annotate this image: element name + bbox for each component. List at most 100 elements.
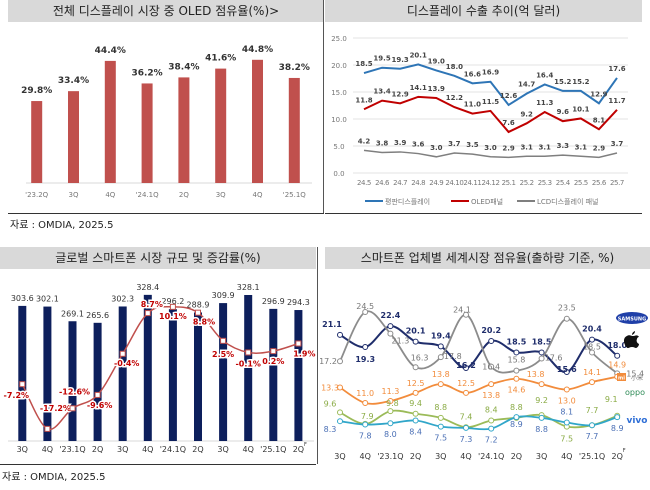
data-marker: [362, 309, 369, 315]
forecast-mark: F: [304, 442, 307, 448]
data-label: 15.2: [572, 78, 589, 86]
data-marker: [337, 358, 343, 365]
bar-value-label: 33.4%: [58, 76, 89, 86]
x-tick-label: 25.7: [610, 179, 624, 187]
x-tick-label: 3Q: [117, 445, 128, 454]
x-tick-label: 4Q: [42, 445, 53, 454]
legend-label: OLED패널: [471, 197, 503, 206]
data-label: 15.6: [557, 365, 577, 374]
x-tick-label: 24.7: [393, 179, 407, 187]
data-label: 3.1: [539, 143, 552, 151]
x-tick-label: 3Q: [17, 445, 28, 454]
bar: [168, 309, 177, 441]
data-label: 19.5: [373, 55, 390, 63]
data-marker: [563, 368, 570, 375]
divider: [8, 213, 324, 214]
legend-label: LCD디스플레이 패널: [537, 197, 598, 206]
data-marker: [463, 389, 469, 396]
data-label: 9.2: [535, 396, 548, 405]
data-label: 7.2: [485, 436, 498, 445]
y-tick-label: 15.0: [331, 89, 347, 97]
x-tick-label: '24.1Q: [136, 191, 160, 199]
source-note-top: 자료 : OMDIA, 2025.5: [10, 220, 114, 231]
x-tick-label: 25.3: [538, 179, 552, 187]
data-marker: [488, 363, 495, 370]
data-marker: [488, 425, 495, 432]
data-label: 13.8: [527, 370, 545, 379]
bar-value-label: 303.6: [11, 294, 34, 303]
growth-label: -7.2%: [4, 391, 30, 400]
data-label: 11.0: [356, 389, 374, 398]
smartphone-market-chart: 303.6 3Q 302.1 4Q 269.1 '23.1Q 265.6 2Q 302.3 3Q 3…: [2, 283, 317, 454]
samsung-logo-text: SAMSUNG: [618, 317, 646, 323]
data-label: 3.9: [394, 139, 407, 147]
bar: [141, 83, 153, 183]
data-label: 19.3: [355, 355, 375, 364]
data-label: 17.2: [319, 357, 337, 366]
data-label: 8.1: [560, 408, 573, 417]
bar-value-label: 44.8%: [242, 45, 273, 55]
data-marker: [463, 364, 469, 371]
data-marker: [362, 399, 369, 406]
data-label: 8.1: [593, 116, 606, 124]
bar-value-label: 302.1: [36, 295, 59, 304]
data-label: 9.6: [324, 399, 337, 408]
data-marker: [538, 381, 545, 388]
data-marker: [513, 414, 520, 421]
data-label: 19.3: [392, 56, 409, 64]
x-tick-label: 4Q: [105, 191, 115, 199]
data-label: 3.1: [575, 143, 588, 151]
data-marker: [387, 420, 394, 427]
growth-marker: [245, 349, 252, 356]
series-line-0: [363, 63, 618, 107]
bar-value-label: 309.9: [212, 291, 235, 300]
data-label: 10.1: [572, 105, 589, 113]
smartphone-market-title: 글로벌 스마트폰 시장 규모 및 증감률(%): [0, 247, 316, 269]
bar-value-label: 29.8%: [21, 86, 52, 96]
bar-value-label: 296.9: [262, 297, 285, 306]
bar: [294, 310, 303, 441]
growth-marker: [44, 425, 51, 432]
x-tick-label: 24.5: [357, 179, 371, 187]
data-marker: [362, 421, 369, 428]
display-export-chart: 0.0 5.0 10.0 15.0 20.0 25.0 24.5 24.6 24.7 24.8 24…: [331, 35, 628, 206]
data-label: 16.2: [456, 361, 476, 370]
growth-label: -17.2%: [40, 404, 71, 413]
bar-value-label: 44.4%: [95, 46, 126, 56]
data-label: 15.4: [626, 369, 644, 378]
data-marker: [513, 367, 520, 374]
bar-value-label: 296.2: [161, 297, 184, 306]
data-label: 21.3: [391, 337, 409, 346]
x-tick-label: '24.1Q: [160, 445, 186, 454]
data-label: 11.5: [482, 98, 499, 106]
data-marker: [387, 323, 394, 330]
data-label: 12.2: [446, 94, 463, 102]
divider: [0, 464, 316, 465]
bar-value-label: 302.3: [111, 294, 134, 303]
bar: [31, 101, 43, 183]
x-tick-label: '24.1Q: [478, 452, 504, 461]
y-tick-label: 25.0: [331, 35, 347, 43]
data-label: 18.5: [507, 337, 527, 346]
data-marker: [589, 349, 595, 356]
x-tick-label: 2Q: [511, 452, 522, 461]
bar: [18, 305, 27, 441]
growth-label: 8.8%: [193, 318, 215, 327]
bar-value-label: 38.4%: [168, 62, 199, 72]
bar-value-label: 265.6: [86, 311, 109, 320]
data-marker: [513, 375, 520, 382]
data-label: 3.7: [448, 140, 461, 148]
x-tick-label: 25.2: [520, 179, 534, 187]
data-label: 3.0: [430, 144, 443, 152]
vendor-share-title: 스마트폰 업체별 세계시장 점유율(출하량 기준, %): [325, 247, 650, 269]
bar-value-label: 288.9: [187, 300, 210, 309]
series-line-2: [363, 149, 618, 159]
data-label: 3.3: [557, 142, 570, 150]
growth-marker: [19, 381, 26, 388]
x-tick-label: '25.1Q: [283, 191, 307, 199]
x-tick-label: 24.8: [411, 179, 425, 187]
x-tick-label: '25.1Q: [260, 445, 286, 454]
data-label: 13.9: [428, 85, 445, 93]
x-tick-label: 2Q: [293, 445, 304, 454]
bar-value-label: 38.2%: [279, 63, 310, 73]
